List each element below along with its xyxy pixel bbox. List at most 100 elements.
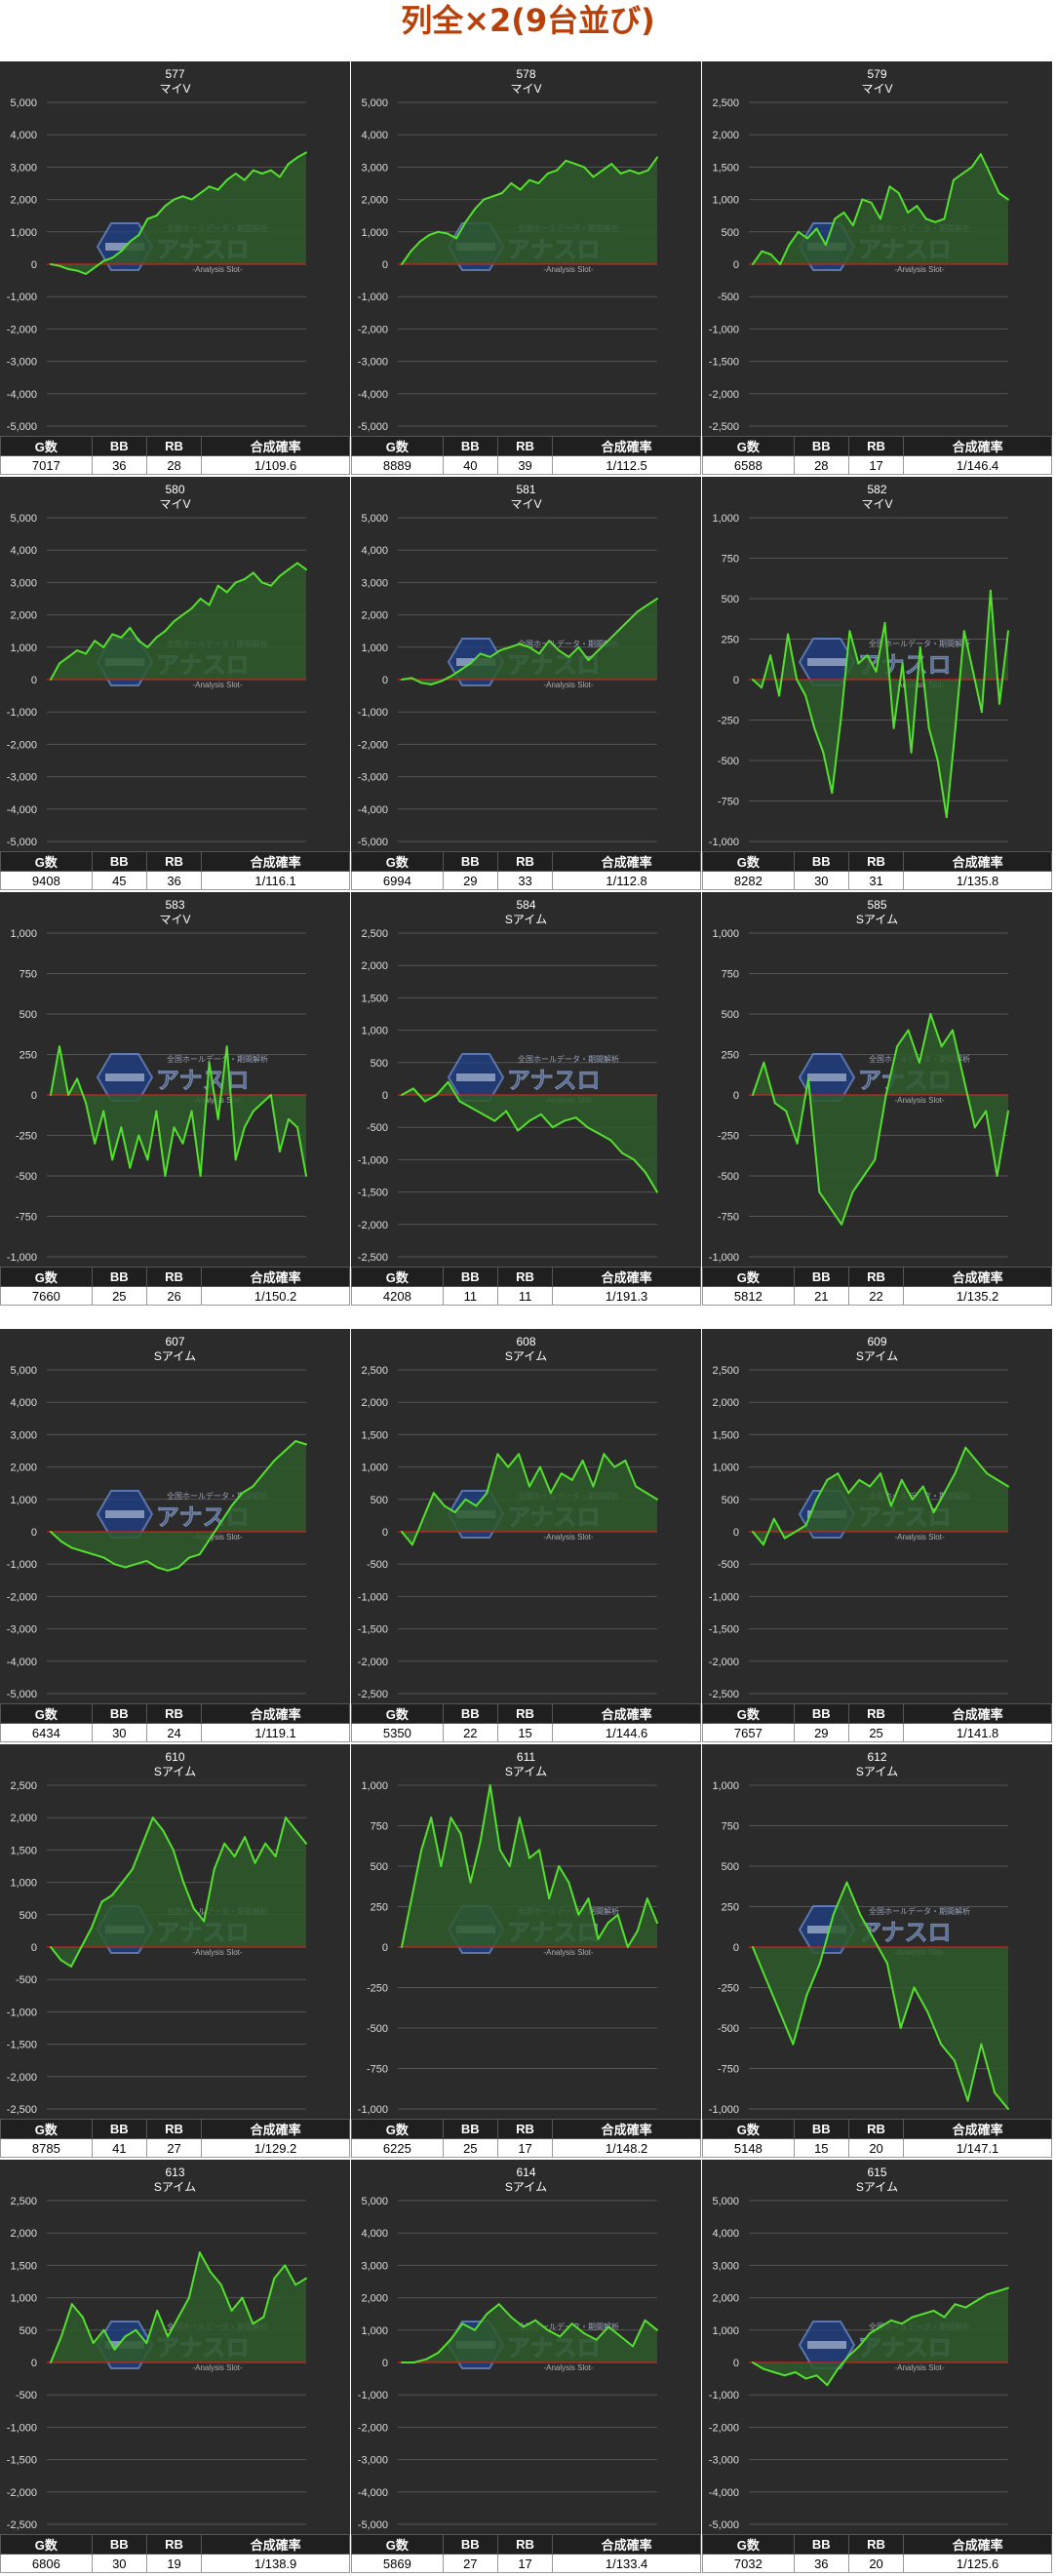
chart-subtitle: マイV (510, 497, 541, 511)
data-point (182, 1881, 185, 1884)
data-point (199, 1175, 202, 1177)
stats-value-cell: 17 (496, 2554, 554, 2573)
y-tick-label: -2,500 (7, 2519, 37, 2531)
data-point (508, 645, 511, 648)
data-point (565, 159, 567, 162)
stats-header-cell: G数 (351, 1267, 444, 1287)
stats-header-cell: RB (496, 1703, 554, 1724)
data-point (244, 1836, 247, 1839)
stats-value-row: 6806 30 19 1/138.9 (0, 2554, 350, 2573)
y-tick-label: 1,000 (10, 928, 37, 940)
stats-header-row: G数 BB RB 合成確率 (351, 2119, 701, 2139)
data-point (528, 1485, 530, 1488)
data-point (985, 1110, 988, 1112)
data-point (453, 1511, 456, 1514)
emblem-stripe (807, 1073, 846, 1081)
data-point (305, 1443, 307, 1446)
data-point (470, 1107, 473, 1110)
data-point (624, 1460, 627, 1462)
slot-chart-panel: 581 マイV 5,000 4,000 3,000 2,000 1,000 0 -1,000 -2… (351, 477, 701, 893)
data-point (609, 1139, 612, 1142)
data-point (926, 2010, 929, 2013)
data-point (208, 604, 211, 606)
data-point (970, 166, 973, 169)
stats-value-cell: 1/146.4 (903, 455, 1052, 475)
data-point (619, 2335, 622, 2338)
data-point (76, 649, 79, 652)
data-point (262, 2316, 265, 2319)
y-tick-label: 0 (382, 1090, 388, 1102)
data-point (469, 1881, 472, 1884)
y-tick-label: 5,000 (10, 98, 37, 109)
data-point (880, 217, 881, 220)
data-point (284, 1450, 287, 1452)
data-point (1007, 2108, 1009, 2110)
data-point (209, 2271, 212, 2273)
data-point (763, 1061, 765, 1064)
data-point (102, 259, 105, 262)
data-point (100, 1900, 103, 1903)
data-point (940, 1045, 943, 1048)
chart-subtitle: Sアイム (856, 2180, 898, 2194)
y-tick-label: -2,000 (358, 739, 388, 751)
stats-header-row: G数 BB RB 合成確率 (0, 436, 350, 456)
page-title: 列全×2(9台並び) (401, 2, 655, 39)
data-point (921, 2313, 924, 2316)
data-point (880, 2325, 881, 2328)
y-tick-label: 1,000 (10, 2293, 37, 2305)
data-point (804, 1524, 807, 1527)
data-point (420, 1849, 423, 1852)
data-point (430, 683, 433, 685)
data-point (162, 1829, 165, 1832)
data-point (752, 679, 754, 681)
data-point (199, 598, 202, 600)
watermark-logo: アナスロ-Analysis Slot-全国ホールデータ・期間解析 (798, 1905, 970, 1957)
stats-value-row: 5869 27 17 1/133.4 (351, 2554, 701, 2573)
data-point (979, 153, 982, 156)
y-tick-label: 0 (733, 1090, 739, 1102)
stats-header-cell: G数 (702, 1703, 795, 1724)
y-tick-label: -500 (16, 1974, 37, 1986)
data-point (225, 591, 228, 594)
data-point (102, 645, 105, 648)
data-point (296, 562, 298, 565)
stats-header-cell: RB (145, 2534, 203, 2555)
data-point (479, 652, 482, 655)
data-point (764, 1978, 767, 1981)
series-area (753, 154, 1008, 264)
data-point (111, 633, 114, 636)
y-tick-label: 5,000 (10, 1365, 37, 1377)
series-line (50, 1816, 307, 1968)
data-point (410, 250, 412, 253)
data-point (954, 726, 957, 729)
data-point (294, 1440, 297, 1442)
stats-header-cell: BB (793, 2119, 849, 2139)
slot-chart-panel: 614 Sアイム 5,000 4,000 3,000 2,000 1,000 0 -1,000 -… (351, 2160, 701, 2576)
stats-value-row: 8785 41 27 1/129.2 (0, 2138, 350, 2158)
stats-header-cell: 合成確率 (552, 2534, 701, 2555)
stats-value-row: 6588 28 17 1/146.4 (702, 455, 1052, 475)
data-point (50, 1946, 52, 1948)
data-point (124, 1566, 127, 1569)
stats-value-cell: 1/133.4 (552, 2554, 701, 2573)
stats-header-cell: RB (847, 436, 905, 456)
stats-value-cell: 5350 (351, 1723, 444, 1742)
y-tick-label: 3,000 (361, 577, 388, 589)
stats-value-cell: 36 (793, 2554, 849, 2573)
data-point (285, 1816, 287, 1819)
data-point (129, 1166, 132, 1169)
data-point (815, 1498, 818, 1501)
data-point (772, 2371, 775, 2373)
data-point (558, 1865, 561, 1867)
chart-subtitle: Sアイム (505, 2180, 547, 2194)
stats-value-cell: 17 (847, 455, 905, 475)
stats-header-row: G数 BB RB 合成確率 (0, 1267, 350, 1287)
y-tick-label: 500 (20, 1009, 37, 1021)
y-tick-label: 750 (722, 969, 739, 981)
data-point (752, 263, 754, 265)
y-tick-label: 2,000 (361, 195, 388, 207)
data-point (989, 589, 992, 592)
stats-header-cell: RB (145, 436, 203, 456)
